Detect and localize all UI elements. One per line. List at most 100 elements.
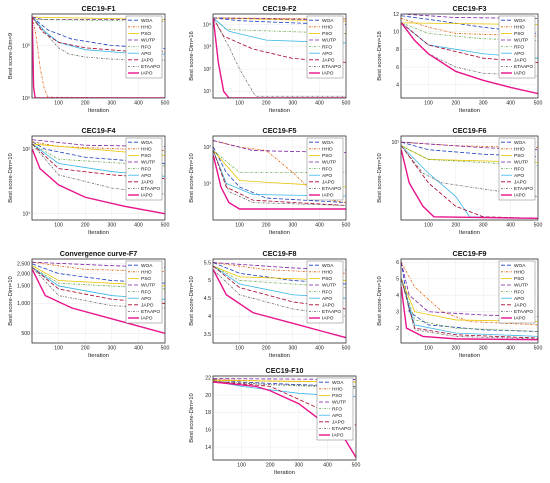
legend-label: WOA: [141, 18, 153, 24]
legend-label: PSO: [322, 153, 332, 159]
legend-label: JAPO: [514, 180, 527, 186]
legend-label: WOA: [514, 18, 526, 24]
legend-label: WOA: [322, 140, 334, 146]
series-line-iapo: [32, 17, 165, 98]
x-tick-label: 400: [506, 346, 515, 352]
x-tick-label: 200: [451, 346, 460, 352]
legend-label: RFO: [514, 44, 524, 50]
series-line-iapo: [213, 269, 346, 339]
legend-label: WOA: [332, 380, 344, 386]
y-tick-label: 18: [205, 410, 211, 416]
x-tick-label: 200: [262, 223, 271, 229]
x-tick-label: 400: [134, 223, 143, 229]
y-tick-label: 10⁵: [22, 43, 30, 49]
series-line-hho: [401, 262, 538, 326]
legend-label: ETAAPO: [514, 309, 533, 315]
legend-label: RFO: [514, 166, 524, 172]
series-line-woa: [213, 146, 346, 203]
legend-label: PSO: [514, 276, 524, 282]
x-axis-label: Iteration: [269, 108, 290, 114]
y-tick-label: 5: [208, 278, 211, 284]
x-tick-label: 500: [161, 101, 170, 107]
y-tick-label: 8: [396, 47, 399, 53]
x-tick-label: 200: [262, 101, 271, 107]
legend-label: APO: [514, 296, 524, 302]
legend-label: WUTP: [141, 38, 155, 44]
plot-border: [212, 135, 347, 221]
x-tick-label: 300: [107, 101, 116, 107]
series-line-rfo: [401, 278, 538, 332]
y-tick-label: 10²: [204, 67, 212, 73]
y-tick-label: 5: [396, 277, 399, 283]
x-tick-label: 500: [342, 223, 351, 229]
series-line-etaapo: [401, 278, 538, 340]
series-line-iapo: [401, 149, 538, 220]
x-tick-label: 200: [81, 101, 90, 107]
x-axis-label: Iteration: [459, 353, 480, 359]
legend-label: RFO: [141, 166, 151, 172]
series-line-woa: [32, 16, 165, 50]
legend-label: ETAAPO: [141, 64, 160, 70]
y-tick-label: 2,000: [17, 271, 30, 277]
y-tick-label: 1,000: [17, 301, 30, 307]
legend-label: JAPO: [322, 303, 335, 309]
chart-panel-10: 100 200 300 400 500 14 16 18 20 22 CEC19-F10 Iterat…: [189, 366, 360, 476]
x-tick-label: 400: [134, 101, 143, 107]
x-tick-label: 300: [479, 223, 488, 229]
y-tick-label: 2: [396, 326, 399, 332]
legend-label: HHO: [514, 270, 525, 276]
legend-label: ETAAPO: [141, 186, 160, 192]
chart-panel-5: 100 200 300 400 500 10¹ 10² CEC19-F5 Iteration Be…: [189, 126, 350, 236]
x-tick-label: 100: [235, 223, 244, 229]
y-tick-label: 10¹: [204, 89, 212, 95]
legend-box: [125, 260, 163, 324]
chart-title: CEC19-F2: [263, 4, 297, 13]
y-axis-label: Best score-Dim=10: [377, 153, 383, 202]
series-line-wutp: [401, 141, 538, 151]
legend-box: [306, 260, 344, 324]
chart-title: CEC19-F5: [263, 126, 297, 135]
series-line-iapo: [213, 154, 346, 210]
y-tick-label: 12: [393, 12, 399, 18]
y-axis-label: Best score-Dim=10: [8, 153, 14, 202]
chart-title: CEC19-F4: [82, 126, 116, 135]
y-axis-label: Best score-Dim=9: [8, 33, 14, 79]
legend-label: PSO: [514, 153, 524, 159]
legend-label: IAPO: [322, 193, 334, 199]
series-line-japo: [213, 150, 346, 206]
legend-box: [306, 15, 344, 79]
y-tick-label: 16: [205, 427, 211, 433]
x-tick-label: 100: [424, 101, 433, 107]
series-line-apo: [213, 17, 346, 44]
x-tick-label: 300: [288, 101, 297, 107]
x-tick-label: 100: [424, 223, 433, 229]
legend-label: ETAAPO: [514, 186, 533, 192]
chart-panel-6: 100 200 300 400 500 10¹ CEC19-F6 Iteration Best …: [377, 126, 542, 236]
series-line-japo: [401, 22, 538, 64]
legend-box: [316, 377, 354, 441]
legend-label: ETAAPO: [332, 426, 351, 432]
legend-label: WUTP: [322, 38, 336, 44]
legend-label: PSO: [322, 276, 332, 282]
legend-label: IAPO: [322, 316, 334, 322]
chart-panel-1: 100 200 300 400 500 10⁰ 10⁵ CEC19-F1 Iteration Be…: [8, 4, 169, 114]
legend-label: APO: [514, 173, 524, 179]
series-line-etaapo: [32, 267, 165, 309]
chart-title: CEC19-F3: [453, 4, 487, 13]
x-tick-label: 400: [315, 223, 324, 229]
legend-label: RFO: [322, 289, 332, 295]
legend-label: WOA: [322, 263, 334, 269]
y-axis-label: Best score-Dim=10: [377, 276, 383, 325]
chart-title: Convergence curve-F7: [60, 249, 138, 258]
x-tick-label: 300: [479, 346, 488, 352]
legend-box: [125, 137, 163, 201]
legend-label: RFO: [141, 44, 151, 50]
x-tick-label: 400: [506, 223, 515, 229]
legend-label: WOA: [514, 263, 526, 269]
y-tick-label: 20: [205, 393, 211, 399]
legend-label: IAPO: [141, 71, 153, 77]
legend-label: HHO: [141, 147, 152, 153]
